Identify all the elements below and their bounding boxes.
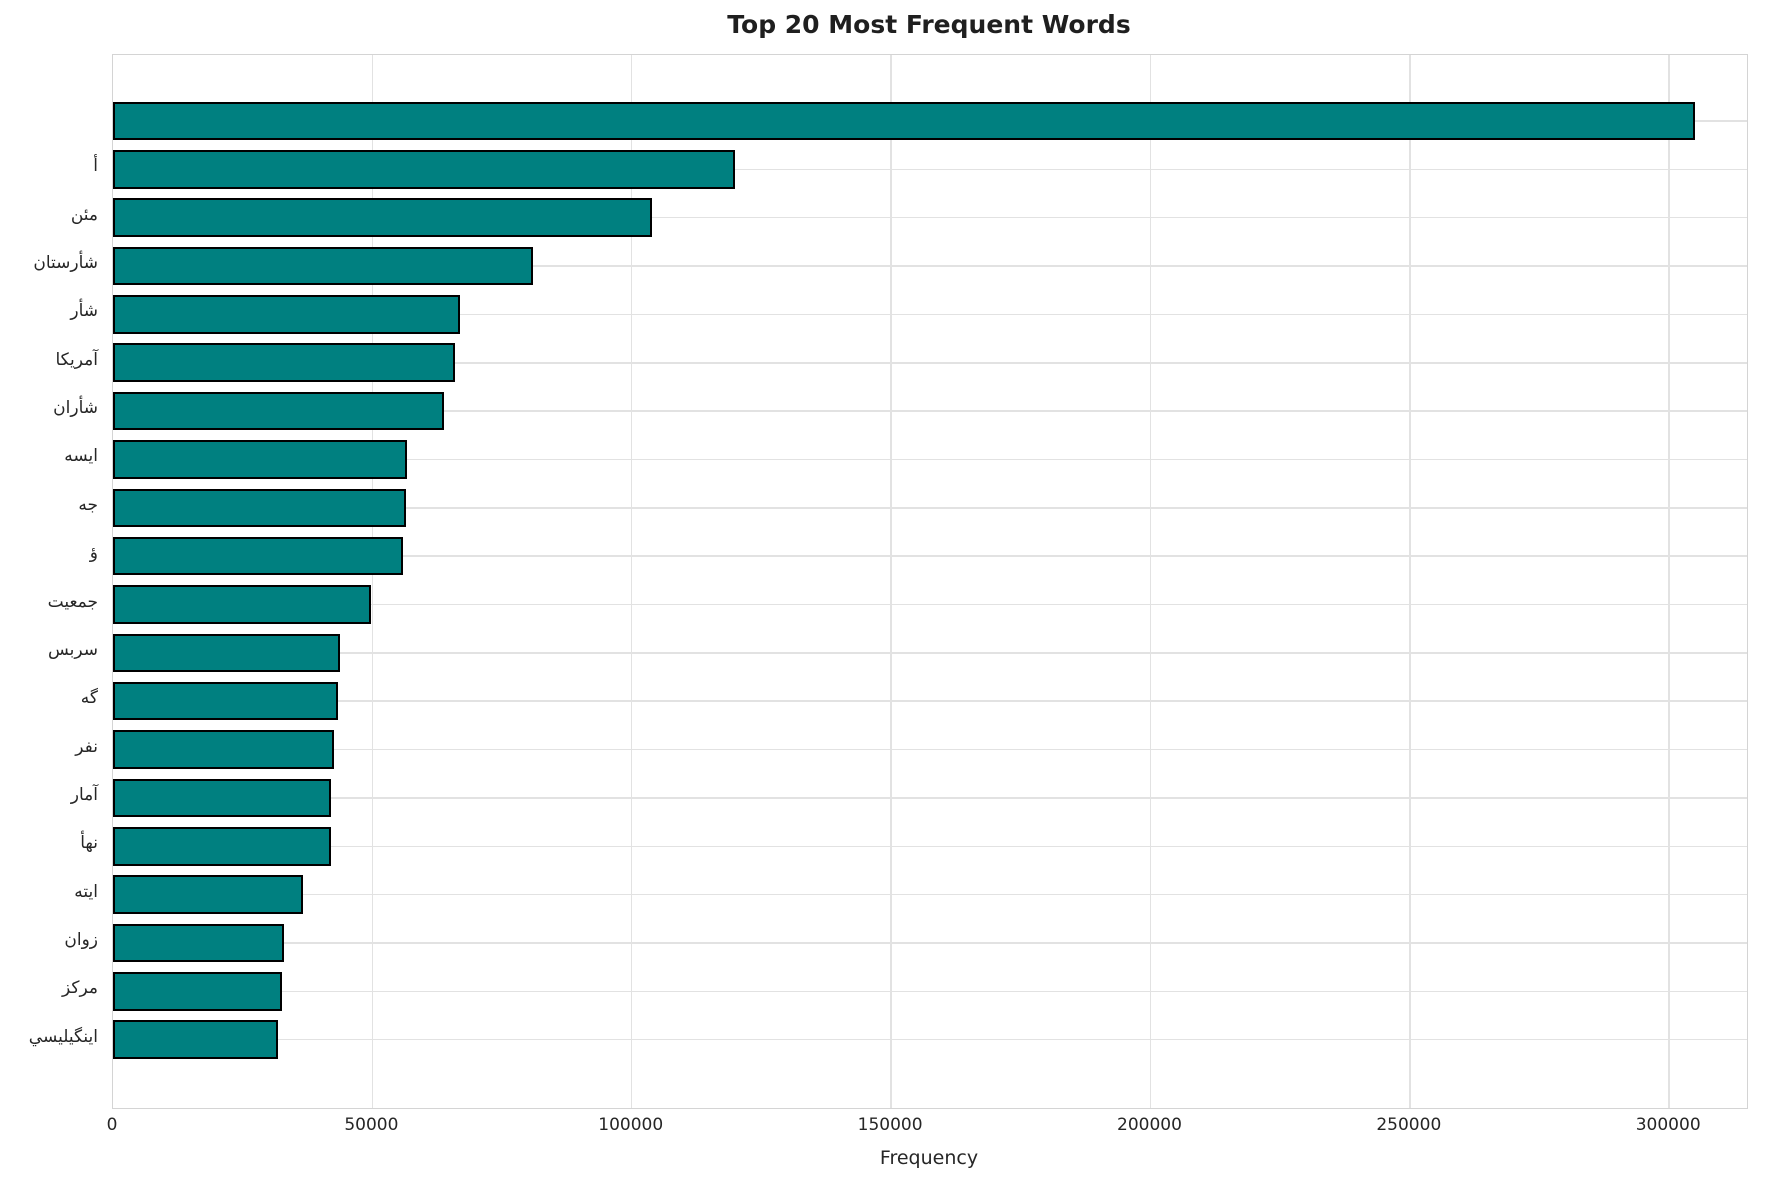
bar (113, 198, 653, 237)
gridline-vertical (1149, 55, 1152, 1108)
bar (113, 295, 460, 334)
y-tick-label: آمريكا (55, 349, 98, 370)
gridline-horizontal (113, 893, 1747, 896)
bar (113, 246, 534, 286)
y-tick-label: جه (78, 494, 98, 515)
bar (113, 633, 340, 673)
bar (113, 778, 332, 818)
y-tick-label: مئن (70, 204, 98, 225)
y-tick-label: سربس (47, 639, 98, 660)
y-tick-label: ايته (74, 881, 98, 902)
bar (113, 1020, 278, 1059)
gridline-horizontal (113, 507, 1747, 509)
plot-area (112, 54, 1748, 1109)
gridline-horizontal (113, 603, 1747, 606)
x-axis-label: Frequency (879, 1147, 979, 1169)
y-tick-label: زوان (64, 929, 98, 950)
bar (113, 440, 408, 479)
y-tick-label: نفر (75, 736, 98, 757)
x-tick-label: 50000 (344, 1115, 399, 1135)
gridline-vertical (1409, 55, 1411, 1108)
gridline-vertical (371, 55, 374, 1108)
y-tick-label: گه (80, 688, 98, 709)
y-tick-label: شأرستان (33, 253, 98, 274)
bar (113, 826, 331, 866)
gridline-vertical (1668, 55, 1670, 1108)
gridline-horizontal (113, 942, 1747, 944)
bar (113, 681, 338, 721)
x-tick-label: 300000 (1635, 1115, 1701, 1135)
y-tick-label: أ (93, 156, 98, 177)
bar (113, 150, 736, 189)
bar (113, 488, 406, 528)
gridline-horizontal (113, 990, 1747, 993)
x-tick-label: 0 (106, 1115, 118, 1135)
bar (113, 585, 371, 624)
y-tick-label: ؤ (89, 543, 98, 564)
bar (113, 536, 404, 576)
bar (113, 101, 1696, 141)
y-tick-label: اينگيليسي (28, 1026, 98, 1047)
y-tick-label: نهأ (80, 833, 98, 854)
y-tick-label: جمعيت (47, 591, 98, 612)
bar (113, 343, 456, 383)
gridline-horizontal (113, 313, 1747, 316)
y-tick-label: شأران (53, 398, 98, 419)
x-tick-label: 150000 (857, 1115, 923, 1135)
gridline-horizontal (113, 1038, 1747, 1041)
bar (113, 875, 304, 914)
gridline-horizontal (113, 555, 1747, 557)
x-tick-label: 250000 (1376, 1115, 1442, 1135)
gridline-horizontal (113, 168, 1747, 171)
bar (113, 730, 335, 769)
gridline-horizontal (113, 216, 1747, 219)
gridline-horizontal (113, 748, 1747, 751)
gridline-horizontal (113, 845, 1747, 847)
gridline-horizontal (113, 265, 1747, 267)
y-tick-label: شأر (70, 301, 98, 322)
gridline-horizontal (113, 362, 1747, 364)
x-tick-label: 100000 (598, 1115, 664, 1135)
y-tick-label: ايسه (64, 446, 98, 467)
bar (113, 391, 444, 431)
gridline-horizontal (113, 700, 1747, 702)
gridline-horizontal (113, 652, 1747, 654)
bar (113, 923, 284, 963)
y-tick-label: مركز (62, 978, 98, 999)
gridline-horizontal (113, 410, 1747, 412)
chart-title: Top 20 Most Frequent Words (727, 10, 1131, 39)
gridline-horizontal (113, 458, 1747, 461)
x-tick-label: 200000 (1117, 1115, 1182, 1135)
gridline-vertical (630, 55, 633, 1108)
y-tick-label: آمار (70, 784, 98, 805)
bar (113, 972, 283, 1011)
gridline-horizontal (113, 797, 1747, 799)
gridline-vertical (890, 55, 892, 1108)
